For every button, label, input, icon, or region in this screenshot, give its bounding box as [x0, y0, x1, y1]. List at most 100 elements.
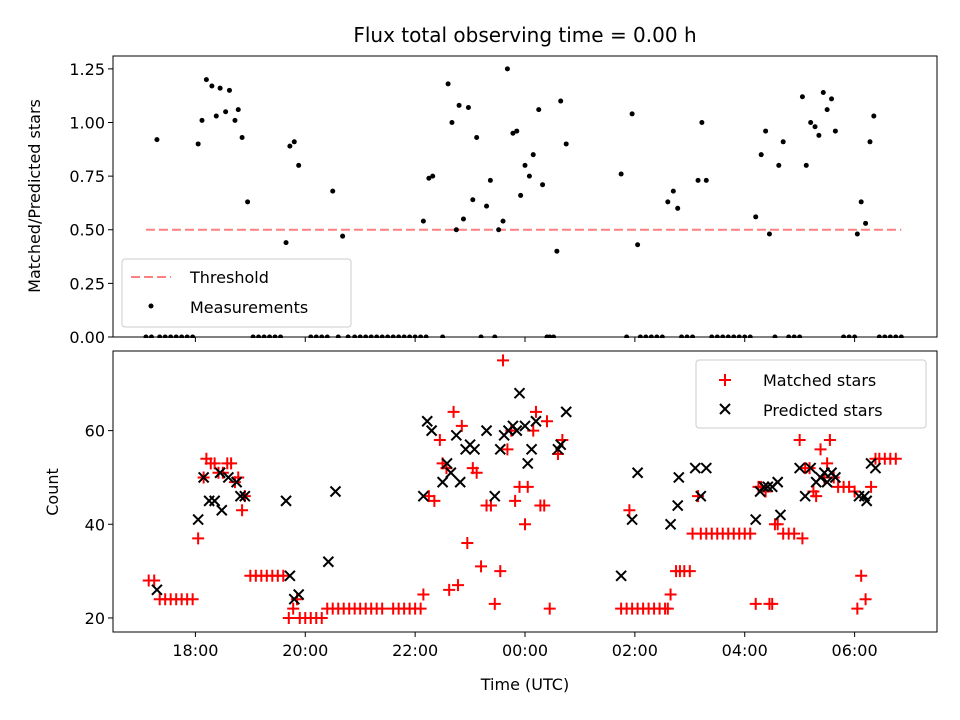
top-y-tick-label: 0.75: [69, 167, 105, 186]
measurement-point: [296, 162, 302, 168]
bottom-panel: 20 40 60 18:00 20:00 22:00 00:00 02:00 04:00 06:…: [43, 350, 938, 694]
matched-star-point: [417, 588, 430, 601]
matched-star-point: [494, 565, 507, 578]
measurement-point: [514, 128, 520, 134]
predicted-star-point: [489, 490, 501, 502]
matched-star-point: [683, 565, 696, 578]
bottom-y-tick-label: 60: [85, 422, 105, 441]
top-y-axis-label: Matched/Predicted stars: [25, 99, 44, 293]
top-y-tick-label: 0.00: [69, 328, 105, 347]
matched-star-point: [488, 597, 501, 610]
predicted-star-point: [673, 471, 685, 484]
measurement-point: [816, 132, 822, 138]
bottom-x-tick-label: 20:00: [282, 641, 328, 660]
legend-threshold-label: Threshold: [189, 268, 269, 287]
matched-star-point: [287, 602, 300, 615]
measurement-point: [209, 83, 215, 89]
measurement-point: [799, 94, 805, 100]
x-axis-label: Time (UTC): [480, 675, 569, 694]
predicted-star-point: [425, 424, 438, 437]
bottom-x-tick-label: 22:00: [392, 641, 438, 660]
matched-star-point: [865, 480, 878, 493]
matched-star-point: [623, 504, 636, 517]
matched-star-point: [475, 560, 488, 573]
matched-star-point: [509, 494, 522, 507]
matched-star-point: [148, 574, 161, 587]
matched-star-point: [664, 588, 677, 601]
bottom-y-tick-label: 40: [85, 515, 105, 534]
bottom-legend: Matched stars Predicted stars: [695, 359, 927, 429]
predicted-star-point: [631, 467, 644, 479]
measurement-point: [226, 87, 232, 93]
top-y-tick-label: 0.50: [69, 221, 105, 240]
predicted-star-point: [234, 490, 247, 502]
measurement-point: [235, 107, 241, 113]
matched-star-point: [796, 532, 809, 545]
bottom-y-axis-label: Count: [43, 468, 62, 516]
predicted-star-point: [280, 495, 292, 507]
predicted-star-point: [774, 509, 787, 521]
measurement-point: [558, 98, 564, 104]
measurement-point: [474, 135, 480, 141]
measurement-point: [283, 240, 289, 246]
measurement-point: [832, 128, 838, 134]
chart-title: Flux total observing time = 0.00 h: [353, 23, 696, 47]
measurement-point: [449, 119, 455, 125]
predicted-star-point: [750, 513, 762, 526]
matched-star-point: [225, 457, 238, 470]
measurement-point: [854, 231, 860, 237]
predicted-star-point: [208, 495, 221, 507]
legend-matched-swatch: [719, 374, 731, 386]
measurement-point: [460, 216, 466, 222]
measurement-point: [699, 119, 705, 125]
measurement-point: [287, 143, 293, 149]
matched-star-point: [208, 457, 221, 470]
predicted-star-point: [450, 429, 463, 442]
predicted-star-point: [695, 490, 707, 502]
measurement-point: [522, 162, 528, 168]
top-x-ticks: [194, 337, 856, 342]
measurement-point: [340, 233, 346, 239]
matched-star-point: [433, 433, 446, 446]
predicted-star-point: [615, 570, 627, 582]
matched-star-point: [538, 499, 551, 512]
measurement-point: [758, 152, 764, 158]
measurement-point: [426, 175, 432, 181]
bottom-legend-box: [695, 359, 927, 429]
predicted-star-point: [292, 588, 305, 601]
predicted-star-point: [799, 490, 811, 502]
predicted-star-point: [417, 490, 430, 502]
matched-star-point: [744, 527, 757, 540]
matched-star-point: [501, 443, 514, 456]
matched-star-point: [497, 354, 510, 367]
measurement-point: [330, 188, 336, 194]
top-y-tick-label: 0.25: [69, 274, 105, 293]
measurement-point: [199, 117, 205, 123]
predicted-star-point: [860, 495, 873, 507]
measurement-point: [829, 96, 835, 102]
measurement-point: [484, 203, 490, 209]
measurement-point: [763, 128, 769, 134]
matched-star-point: [859, 593, 872, 606]
measurement-point: [453, 227, 459, 233]
measurement-point: [776, 162, 782, 168]
matched-star-point: [543, 602, 556, 615]
predicted-star-point: [771, 476, 784, 488]
matched-star-point: [529, 405, 542, 418]
matched-star-point: [521, 480, 534, 493]
matched-star-point: [692, 490, 705, 503]
matched-star-point: [470, 466, 483, 479]
predicted-star-point: [197, 471, 210, 484]
bottom-y-tick-label: 20: [85, 609, 105, 628]
measurement-point: [470, 197, 476, 203]
predicted-star-point: [468, 443, 481, 456]
matched-star-point: [447, 405, 460, 418]
legend-measurements-label: Measurements: [190, 298, 308, 317]
measurement-point: [780, 139, 786, 145]
matched-star-point: [428, 494, 441, 507]
measurement-point: [812, 124, 818, 130]
predicted-star-point: [869, 462, 882, 474]
bottom-plot-area: [142, 354, 902, 624]
predicted-star-point: [519, 420, 531, 432]
predicted-star-point: [445, 467, 457, 479]
